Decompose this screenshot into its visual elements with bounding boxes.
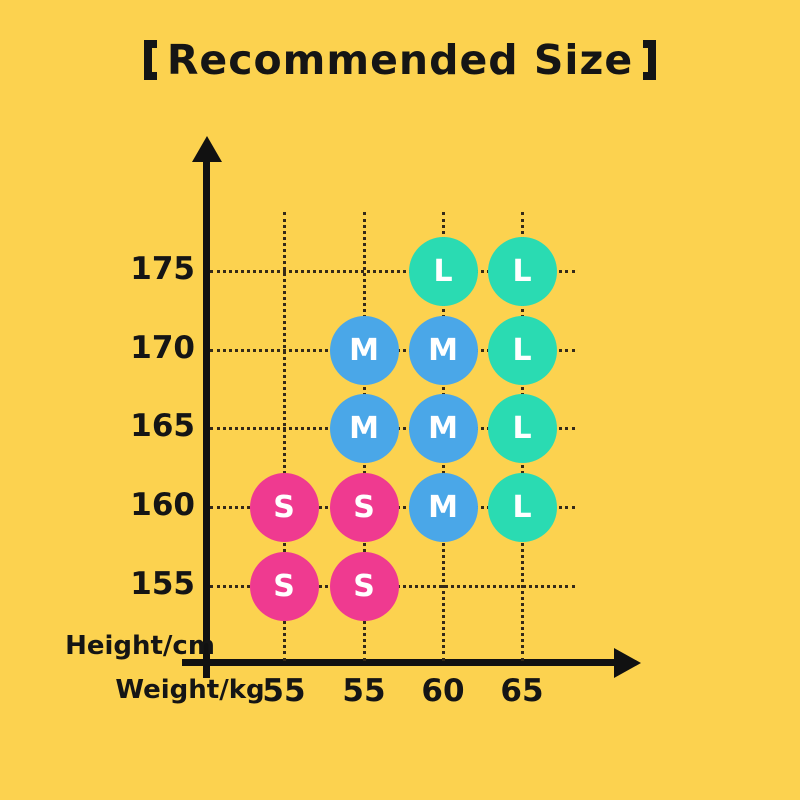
x-axis-arrow-icon bbox=[614, 648, 641, 678]
size-circle-M: M bbox=[408, 393, 478, 463]
x-tick-label: 55 bbox=[262, 673, 306, 709]
x-axis-label: Weight/kg bbox=[115, 675, 265, 705]
size-circle-L: L bbox=[487, 236, 557, 306]
size-circle-M: M bbox=[329, 315, 399, 385]
size-circle-L: L bbox=[487, 315, 557, 385]
x-axis-line bbox=[182, 659, 616, 666]
size-circle-S: S bbox=[249, 472, 319, 542]
x-tick-label: 65 bbox=[500, 673, 544, 709]
gridline-horizontal bbox=[210, 269, 575, 273]
size-circle-M: M bbox=[329, 393, 399, 463]
gridline-vertical bbox=[282, 212, 286, 661]
y-tick-label: 155 bbox=[130, 566, 195, 602]
size-circle-S: S bbox=[329, 551, 399, 621]
size-circle-M: M bbox=[408, 315, 478, 385]
size-circle-S: S bbox=[329, 472, 399, 542]
y-tick-label: 165 bbox=[130, 408, 195, 444]
y-tick-label: 160 bbox=[130, 487, 195, 523]
page-title-text: Recommended Size bbox=[166, 36, 634, 84]
right-lenticular-bracket-icon bbox=[643, 40, 657, 80]
left-lenticular-bracket-icon bbox=[143, 40, 157, 80]
size-circle-L: L bbox=[487, 393, 557, 463]
page-title: Recommended Size bbox=[0, 36, 800, 84]
y-tick-label: 170 bbox=[130, 330, 195, 366]
size-circle-S: S bbox=[249, 551, 319, 621]
y-axis-line bbox=[203, 152, 210, 678]
y-axis-label: Height/cm bbox=[65, 631, 215, 661]
size-circle-L: L bbox=[408, 236, 478, 306]
size-circle-M: M bbox=[408, 472, 478, 542]
x-tick-label: 60 bbox=[421, 673, 465, 709]
y-tick-label: 175 bbox=[130, 251, 195, 287]
x-tick-label: 55 bbox=[342, 673, 386, 709]
size-circle-L: L bbox=[487, 472, 557, 542]
